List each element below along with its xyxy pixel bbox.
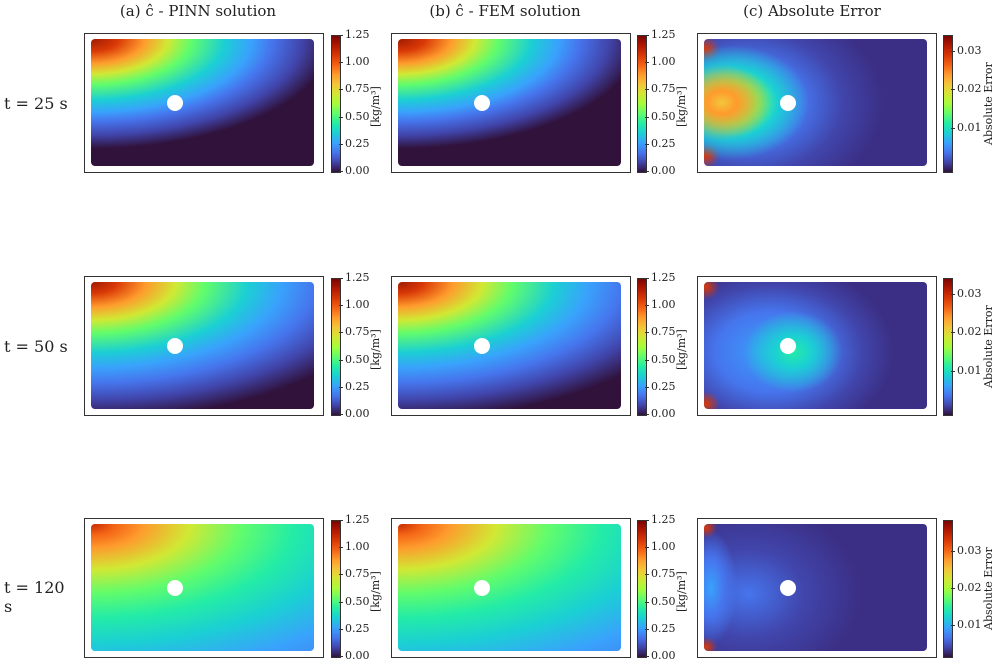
colorbar-unit-label: [kg/m³] (369, 571, 382, 612)
concentration-field (91, 282, 314, 409)
colorbar-unit-label: [kg/m³] (369, 86, 382, 127)
concentration-colorbar (331, 278, 341, 416)
colorbar-tick-label: 0.25 (339, 621, 370, 635)
colorbar-tick-label: 1.25 (645, 271, 676, 284)
colorbar-tick-label: 0.25 (645, 621, 676, 635)
row-label-120s: t = 120 s (4, 578, 65, 616)
panel-error-50s (697, 276, 937, 416)
colorbar-tick-label: 0.03 (951, 544, 982, 557)
concentration-field (398, 39, 621, 166)
panel-error-25s (697, 33, 937, 173)
obstacle-hole (167, 338, 183, 354)
colorbar-tick-label: 0.01 (951, 618, 982, 631)
panel-pinn-50s (84, 276, 324, 416)
obstacle-hole (474, 95, 490, 111)
concentration-colorbar (331, 520, 341, 658)
concentration-colorbar (637, 278, 647, 416)
colorbar-tick-label: 0.25 (645, 379, 676, 393)
colorbar-title-label: Absolute Error (982, 305, 995, 388)
obstacle-hole (780, 338, 796, 354)
colorbar-unit-label: [kg/m³] (369, 329, 382, 370)
concentration-colorbar (637, 520, 647, 658)
panel-fem-50s (391, 276, 631, 416)
colorbar-tick-label: 1.00 (645, 298, 676, 312)
colorbar-tick-label: 0.01 (951, 364, 982, 377)
panel-pinn-25s (84, 33, 324, 173)
panel-fem-25s (391, 33, 631, 173)
error-colorbar (943, 35, 953, 173)
error-field (704, 39, 927, 166)
column-title-error: (c) Absolute Error (743, 2, 881, 20)
colorbar-tick-label: 0.00 (645, 164, 676, 177)
colorbar-tick-label: 1.25 (339, 271, 370, 284)
colorbar-tick-label: 0.75 (645, 82, 676, 96)
colorbar-tick-label: 0.75 (645, 567, 676, 581)
colorbar-tick-label: 0.50 (645, 109, 676, 123)
concentration-colorbar (331, 35, 341, 173)
colorbar-tick-label: 0.02 (951, 82, 982, 95)
obstacle-hole (474, 338, 490, 354)
colorbar-tick-label: 0.75 (339, 325, 370, 339)
colorbar-unit-label: [kg/m³] (675, 86, 688, 127)
colorbar-tick-label: 0.02 (951, 325, 982, 338)
panel-pinn-120s (84, 518, 324, 658)
concentration-colorbar (637, 35, 647, 173)
concentration-field (91, 524, 314, 651)
concentration-field (91, 39, 314, 166)
error-colorbar (943, 278, 953, 416)
panel-fem-120s (391, 518, 631, 658)
colorbar-tick-label: 0.75 (339, 567, 370, 581)
colorbar-unit-label: [kg/m³] (675, 571, 688, 612)
colorbar-tick-label: 1.25 (645, 513, 676, 526)
colorbar-tick-label: 0.25 (645, 136, 676, 150)
panel-error-120s (697, 518, 937, 658)
obstacle-hole (167, 95, 183, 111)
colorbar-tick-label: 0.25 (339, 379, 370, 393)
obstacle-hole (167, 580, 183, 596)
concentration-field (398, 524, 621, 651)
colorbar-tick-label: 0.02 (951, 581, 982, 594)
colorbar-tick-label: 0.25 (339, 136, 370, 150)
colorbar-tick-label: 1.00 (645, 55, 676, 69)
obstacle-hole (474, 580, 490, 596)
colorbar-tick-label: 0.50 (339, 109, 370, 123)
error-field (704, 524, 927, 651)
colorbar-tick-label: 0.00 (645, 649, 676, 662)
colorbar-tick-label: 0.01 (951, 121, 982, 134)
concentration-field (398, 282, 621, 409)
colorbar-tick-label: 0.00 (645, 407, 676, 420)
obstacle-hole (780, 580, 796, 596)
colorbar-tick-label: 0.00 (339, 407, 370, 420)
colorbar-title-label: Absolute Error (982, 62, 995, 145)
obstacle-hole (780, 95, 796, 111)
colorbar-tick-label: 0.75 (645, 325, 676, 339)
column-title-pinn: (a) ĉ - PINN solution (119, 2, 277, 20)
error-colorbar (943, 520, 953, 658)
column-title-fem: (b) ĉ - FEM solution (429, 2, 581, 20)
colorbar-tick-label: 0.00 (339, 649, 370, 662)
colorbar-tick-label: 1.00 (645, 540, 676, 554)
colorbar-tick-label: 0.00 (339, 164, 370, 177)
error-field (704, 282, 927, 409)
colorbar-tick-label: 1.25 (645, 28, 676, 41)
row-label-50s: t = 50 s (4, 337, 68, 356)
colorbar-unit-label: [kg/m³] (675, 329, 688, 370)
colorbar-tick-label: 0.50 (645, 594, 676, 608)
colorbar-tick-label: 0.03 (951, 44, 982, 57)
colorbar-tick-label: 1.25 (339, 513, 370, 526)
colorbar-tick-label: 1.00 (339, 298, 370, 312)
row-label-25s: t = 25 s (4, 94, 68, 113)
colorbar-title-label: Absolute Error (982, 547, 995, 630)
colorbar-tick-label: 0.03 (951, 287, 982, 300)
colorbar-tick-label: 1.00 (339, 55, 370, 69)
colorbar-tick-label: 1.25 (339, 28, 370, 41)
colorbar-tick-label: 0.50 (339, 352, 370, 366)
colorbar-tick-label: 0.75 (339, 82, 370, 96)
colorbar-tick-label: 1.00 (339, 540, 370, 554)
colorbar-tick-label: 0.50 (645, 352, 676, 366)
colorbar-tick-label: 0.50 (339, 594, 370, 608)
